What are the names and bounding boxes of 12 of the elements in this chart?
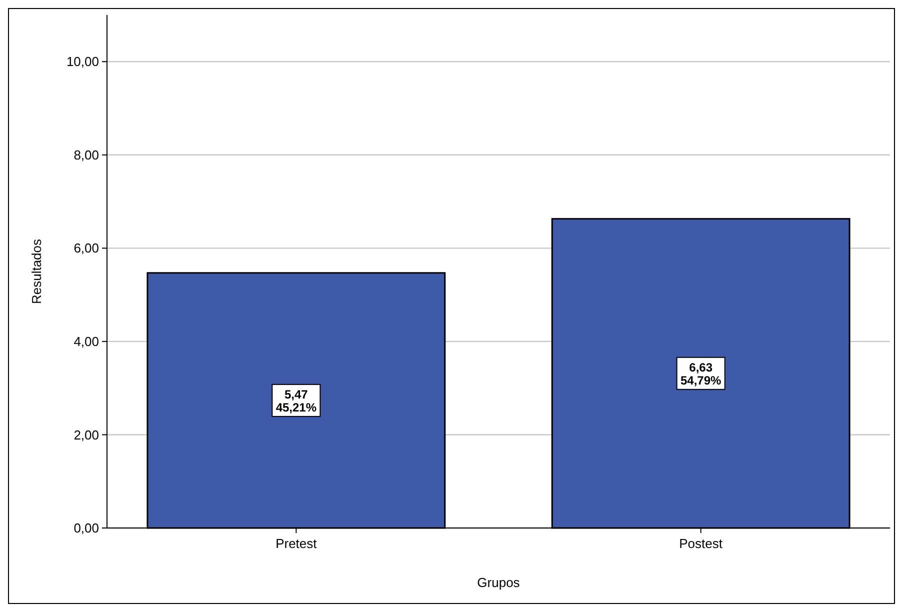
y-axis-title: Resultados — [29, 238, 44, 304]
y-tick-label: 4,00 — [74, 334, 99, 350]
x-tick-label: Pretest — [276, 536, 318, 551]
y-tick-label: 10,00 — [66, 54, 99, 70]
x-axis-title: Grupos — [477, 575, 520, 590]
y-tick-label: 0,00 — [74, 520, 99, 536]
x-tick-label: Postest — [679, 536, 723, 551]
data-label: 6,63 54,79% — [680, 360, 722, 388]
y-tick-label: 8,00 — [74, 147, 99, 162]
y-tick-label: 2,00 — [74, 427, 99, 442]
data-label: 5,47 45,21% — [276, 387, 317, 414]
y-tick-label: 6,00 — [74, 240, 99, 256]
